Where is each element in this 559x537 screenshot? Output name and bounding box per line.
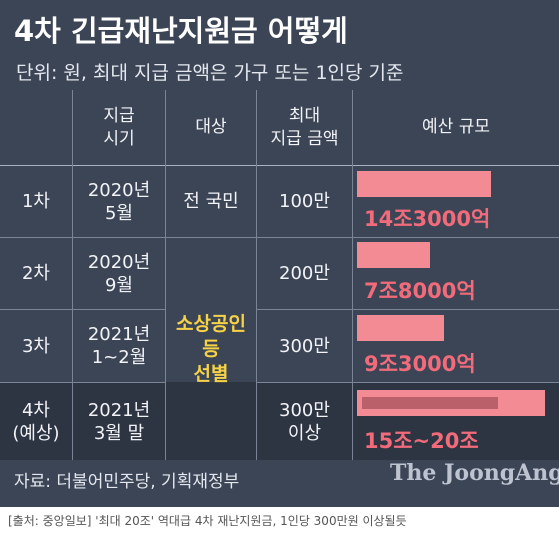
article-caption: [출처: 중앙일보] '최대 20조' 역대급 4차 재난지원금, 1인당 30… xyxy=(8,514,407,528)
column-divider xyxy=(352,90,353,460)
header-period: 지급 시기 xyxy=(103,105,135,149)
source-note: 자료: 더불어민주당, 기획재정부 xyxy=(14,472,240,492)
round-label: 4차 (예상) xyxy=(12,399,60,444)
budget-label: 9조3000억 xyxy=(364,352,476,376)
max-amount-cell: 200만 xyxy=(279,263,330,284)
header-max-amount: 최대 지급 금액 xyxy=(270,105,339,149)
budget-bar xyxy=(357,171,491,197)
row-divider xyxy=(256,382,559,383)
row-divider xyxy=(0,237,559,238)
round-label: 1차 xyxy=(21,191,50,212)
header-target: 대상 xyxy=(195,117,227,137)
column-divider xyxy=(72,90,73,460)
header-budget: 예산 규모 xyxy=(422,117,490,137)
budget-label: 14조3000억 xyxy=(364,207,491,231)
relief-fund-table: 지급 시기 대상 최대 지급 금액 예산 규모 1차 2020년 5월 전 국민 10… xyxy=(0,90,559,460)
target-cell: 전 국민 xyxy=(183,191,239,212)
selective-target-cell: 소상공인 등 선별 xyxy=(176,312,246,385)
infographic-card: 4차 긴급재난지원금 어떻게 단위: 원, 최대 지급 금액은 가구 또는 1인… xyxy=(0,0,559,507)
max-amount-cell: 100만 xyxy=(279,191,330,212)
budget-label: 7조8000억 xyxy=(364,279,476,303)
period-cell: 2020년 5월 xyxy=(87,179,151,224)
round-label: 2차 xyxy=(21,263,50,284)
column-divider xyxy=(165,90,166,460)
period-cell: 2021년 3월 말 xyxy=(87,399,151,444)
max-amount-cell: 300만 xyxy=(279,335,330,357)
budget-label: 15조~20조 xyxy=(364,429,479,453)
budget-bar xyxy=(357,242,430,268)
period-cell: 2021년 1~2월 xyxy=(87,324,151,368)
max-amount-cell: 300만 이상 xyxy=(279,399,330,444)
row-divider xyxy=(0,382,165,383)
budget-bar xyxy=(357,315,444,341)
page-title: 4차 긴급재난지원금 어떻게 xyxy=(14,14,348,48)
unit-note: 단위: 원, 최대 지급 금액은 가구 또는 1인당 기준 xyxy=(16,62,404,84)
row-divider xyxy=(0,309,165,310)
joongang-logo: The JoongAng xyxy=(390,460,559,486)
header-divider xyxy=(0,165,559,166)
round-label: 3차 xyxy=(21,335,50,357)
row-divider xyxy=(256,309,559,310)
column-divider xyxy=(256,90,257,460)
budget-bar-min xyxy=(362,397,498,409)
period-cell: 2020년 9월 xyxy=(87,251,151,296)
